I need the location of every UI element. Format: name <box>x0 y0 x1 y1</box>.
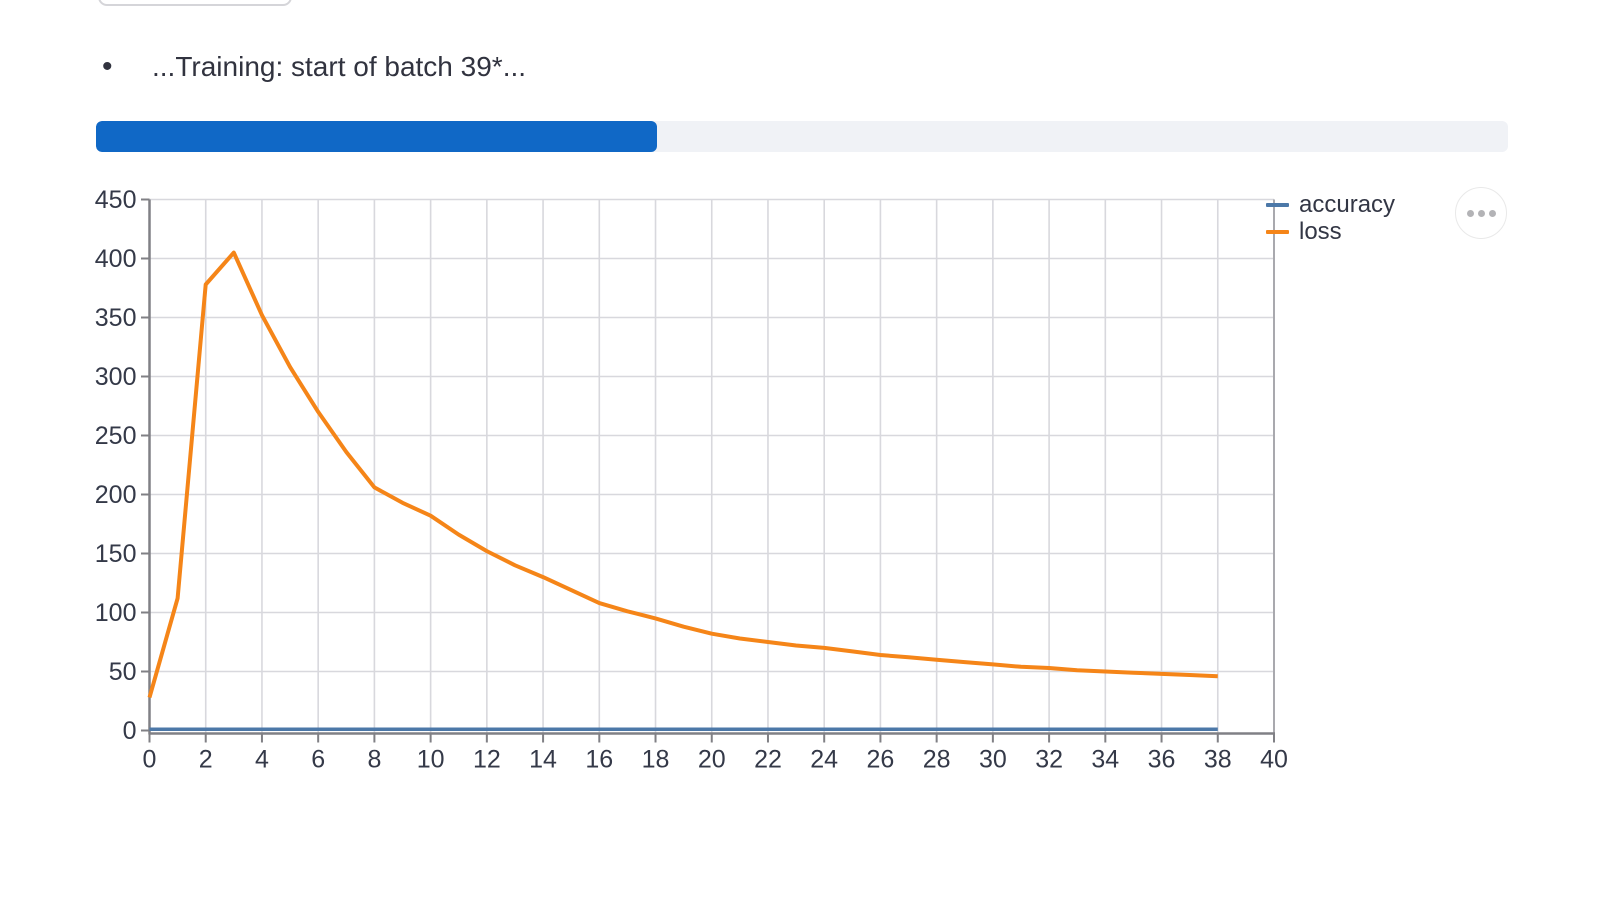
y-axis-tick-label: 50 <box>109 658 137 686</box>
ellipsis-icon <box>1477 209 1485 217</box>
x-axis-tick-label: 38 <box>1204 746 1232 774</box>
loss-line <box>147 250 1218 699</box>
x-axis-tick-label: 6 <box>311 746 325 774</box>
y-axis-tick-label: 200 <box>95 481 137 509</box>
ellipsis-icon <box>1488 209 1496 217</box>
progress-bar-fill <box>96 121 657 152</box>
y-axis-tick-label: 300 <box>95 363 137 391</box>
chart-legend: accuracy loss <box>1266 192 1395 245</box>
y-axis-tick-label: 350 <box>95 304 137 332</box>
x-axis-tick-label: 40 <box>1260 746 1288 774</box>
x-axis-tick-label: 2 <box>199 746 213 774</box>
x-axis-tick-label: 16 <box>585 746 613 774</box>
x-axis-tick-label: 20 <box>698 746 726 774</box>
training-chart: 0 50 100 150 200 250 300 350 400 450 0 2 4 6 8 10 12 14 16… <box>88 182 1508 792</box>
legend-label-accuracy: accuracy <box>1299 191 1396 218</box>
bullet-icon: • <box>102 50 113 83</box>
x-axis-tick-label: 10 <box>417 746 445 774</box>
x-axis-tick-label: 12 <box>473 746 501 774</box>
loss-line-swatch-icon <box>1266 230 1289 234</box>
x-axis-tick-label: 22 <box>754 746 782 774</box>
legend-item-loss: loss <box>1266 219 1395 245</box>
status-text: ...Training: start of batch 39*... <box>152 51 527 82</box>
y-axis-tick-label: 0 <box>123 717 137 745</box>
legend-item-accuracy: accuracy <box>1266 192 1395 218</box>
x-axis-tick-label: 36 <box>1148 746 1176 774</box>
x-axis-tick-label: 24 <box>810 746 838 774</box>
x-axis-tick-label: 34 <box>1091 746 1119 774</box>
status-line: • ...Training: start of batch 39*... <box>96 48 1396 86</box>
x-axis-tick-label: 18 <box>642 746 670 774</box>
y-axis-tick-label: 250 <box>95 422 137 450</box>
accuracy-line-swatch-icon <box>1266 203 1289 207</box>
x-axis-tick-label: 8 <box>367 746 381 774</box>
x-axis-tick-label: 30 <box>979 746 1007 774</box>
y-axis-tick-label: 400 <box>95 245 137 273</box>
x-axis-tick-label: 28 <box>923 746 951 774</box>
y-axis-tick-label: 150 <box>95 540 137 568</box>
x-axis-tick-label: 14 <box>529 746 557 774</box>
cutoff-widget[interactable] <box>98 0 292 6</box>
x-axis-tick-label: 32 <box>1035 746 1063 774</box>
ellipsis-icon <box>1466 209 1474 217</box>
legend-label-loss: loss <box>1299 218 1342 245</box>
x-axis-tick-label: 26 <box>867 746 895 774</box>
chart-actions-button[interactable] <box>1455 187 1507 239</box>
y-axis-tick-label: 450 <box>95 186 137 214</box>
progress-bar-track <box>96 121 1508 152</box>
y-axis-tick-label: 100 <box>95 599 137 627</box>
x-axis-tick-label: 4 <box>255 746 269 774</box>
x-axis-tick-label: 0 <box>143 746 157 774</box>
